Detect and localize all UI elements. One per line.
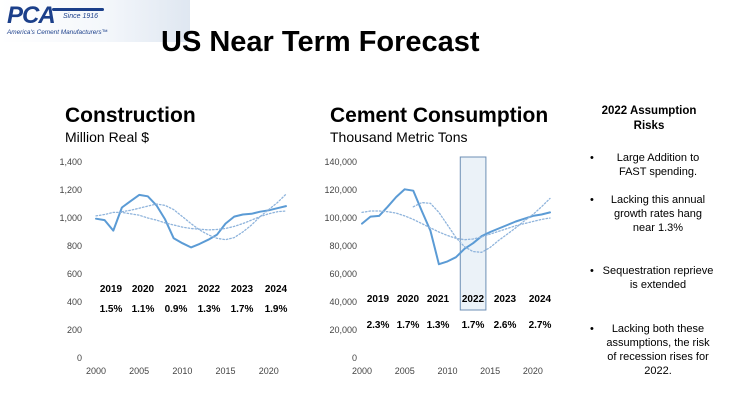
cement-forecast-growth: 2.3% — [367, 320, 390, 331]
construction-ytick-label: 800 — [67, 241, 82, 251]
cement-ytick-label: 40,000 — [329, 297, 357, 307]
cement-subtitle: Thousand Metric Tons — [330, 129, 468, 145]
cement-forecast-growth: 1.7% — [462, 320, 485, 331]
cement-ytick-label: 140,000 — [324, 157, 357, 167]
construction-forecast-year: 2019 — [100, 284, 123, 295]
cement-xtick-label: 2005 — [395, 366, 415, 376]
cement-ytick-label: 100,000 — [324, 213, 357, 223]
cement-series-line-2 — [361, 210, 551, 241]
logo-wordmark: PCA — [7, 2, 56, 29]
cement-ytick-label: 120,000 — [324, 185, 357, 195]
construction-xtick-label: 2015 — [216, 366, 236, 376]
construction-forecast-growth: 1.3% — [198, 304, 221, 315]
slide-title: US Near Term Forecast — [161, 26, 480, 58]
logo-since: Since 1916 — [63, 13, 99, 20]
construction-forecast-growth: 1.5% — [100, 304, 123, 315]
cement-forecast-growth: 2.6% — [494, 320, 517, 331]
construction-forecast-year: 2023 — [231, 284, 254, 295]
cement-forecast-year: 2022 — [462, 294, 485, 305]
bullet-icon: • — [590, 152, 594, 164]
cement-series-line-1 — [361, 188, 551, 266]
construction-xtick-label: 2020 — [259, 366, 279, 376]
construction-subtitle: Million Real $ — [65, 129, 150, 145]
cement-xtick-label: 2015 — [480, 366, 500, 376]
construction-ytick-label: 400 — [67, 297, 82, 307]
construction-xtick-label: 2005 — [129, 366, 149, 376]
cement-forecast-year: 2024 — [529, 294, 552, 305]
cement-forecast-year: 2020 — [397, 294, 420, 305]
construction-forecast-year: 2020 — [132, 284, 155, 295]
cement-ytick-label: 20,000 — [329, 325, 357, 335]
risk-item-4: • Lacking both these assumptions, the ri… — [590, 322, 714, 378]
cement-xtick-label: 2000 — [352, 366, 372, 376]
bullet-icon: • — [590, 194, 594, 206]
risk-item-3: • Sequestration reprieve is extended — [590, 264, 714, 292]
construction-forecast-year: 2024 — [265, 284, 288, 295]
risk-item-1: • Large Addition to FAST spending. — [590, 151, 714, 179]
cement-forecast-growth: 1.3% — [427, 320, 450, 331]
cement-forecast-growth: 2.7% — [529, 320, 552, 331]
risk-text-3: Sequestration reprieve is extended — [602, 265, 714, 291]
cement-forecast-growth: 1.7% — [397, 320, 420, 331]
construction-forecast-year: 2022 — [198, 284, 221, 295]
risk-item-2: • Lacking this annual growth rates hang … — [590, 193, 714, 235]
cement-xtick-label: 2010 — [437, 366, 457, 376]
logo-banner: PCA Since 1916 America's Cement Manufact… — [0, 0, 190, 42]
construction-forecast-growth: 1.1% — [132, 304, 155, 315]
risk-text-2: Lacking this annual growth rates hang ne… — [610, 194, 706, 234]
construction-forecast-year: 2021 — [165, 284, 188, 295]
construction-forecast-growth: 1.7% — [231, 304, 254, 315]
construction-ytick-label: 1,000 — [59, 213, 82, 223]
cement-title: Cement Consumption — [330, 104, 549, 127]
cement-ytick-label: 60,000 — [329, 269, 357, 279]
construction-forecast-growth: 1.9% — [265, 304, 288, 315]
construction-xtick-label: 2000 — [86, 366, 106, 376]
construction-ytick-label: 1,400 — [59, 157, 82, 167]
risk-text-4: Lacking both these assumptions, the risk… — [606, 323, 710, 377]
cement-highlight-box — [459, 156, 487, 311]
construction-ytick-label: 0 — [77, 353, 82, 363]
construction-series-line-2 — [95, 210, 287, 231]
construction-title: Construction — [65, 104, 196, 127]
cement-series-line-3 — [412, 197, 551, 253]
cement-ytick-label: 0 — [352, 353, 357, 363]
cement-xtick-label: 2020 — [523, 366, 543, 376]
construction-ytick-label: 200 — [67, 325, 82, 335]
cement-ytick-label: 80,000 — [329, 241, 357, 251]
logo-swoosh-icon — [52, 8, 104, 11]
cement-forecast-year: 2021 — [427, 294, 450, 305]
cement-forecast-year: 2023 — [494, 294, 517, 305]
bullet-icon: • — [590, 265, 594, 277]
bullet-icon: • — [590, 323, 594, 335]
construction-series-line-1 — [95, 193, 287, 249]
construction-ytick-label: 1,200 — [59, 185, 82, 195]
construction-forecast-growth: 0.9% — [165, 304, 188, 315]
risks-title: 2022 Assumption Risks — [601, 105, 697, 132]
construction-xtick-label: 2010 — [172, 366, 192, 376]
construction-ytick-label: 600 — [67, 269, 82, 279]
risk-text-1: Large Addition to FAST spending. — [616, 152, 700, 178]
logo-tagline: America's Cement Manufacturers™ — [7, 29, 109, 36]
construction-series-line-3 — [121, 193, 287, 241]
cement-forecast-year: 2019 — [367, 294, 390, 305]
